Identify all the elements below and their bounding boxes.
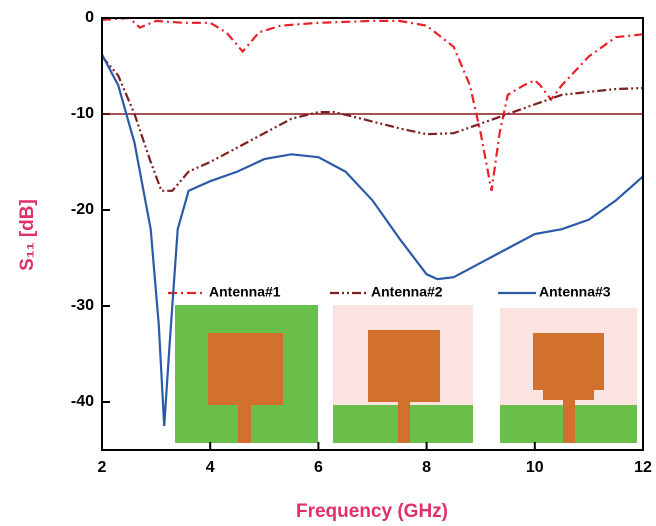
plot-frame	[101, 17, 644, 451]
y-tick-label: -20	[71, 201, 94, 218]
x-tick-label: 12	[634, 459, 652, 476]
x-axis-label: Frequency (GHz)	[296, 501, 448, 522]
y-tick-label: -10	[71, 105, 94, 122]
series-line	[101, 55, 644, 192]
x-tick-label: 2	[98, 459, 107, 476]
x-tick-label: 8	[422, 459, 431, 476]
series-line	[101, 16, 644, 192]
y-axis-label: S₁₁ [dB]	[17, 199, 38, 271]
y-tick-label: -30	[71, 297, 94, 314]
series-line	[101, 53, 644, 427]
legend-label: Antenna#3	[539, 284, 611, 300]
legend-label: Antenna#1	[209, 284, 281, 300]
x-tick-label: 10	[526, 459, 544, 476]
y-tick-label: -40	[71, 393, 94, 410]
y-tick-label: 0	[85, 9, 94, 26]
x-tick-label: 6	[314, 459, 323, 476]
x-tick-label: 4	[206, 459, 215, 476]
legend-label: Antenna#2	[371, 284, 443, 300]
antenna-insets	[175, 305, 637, 443]
